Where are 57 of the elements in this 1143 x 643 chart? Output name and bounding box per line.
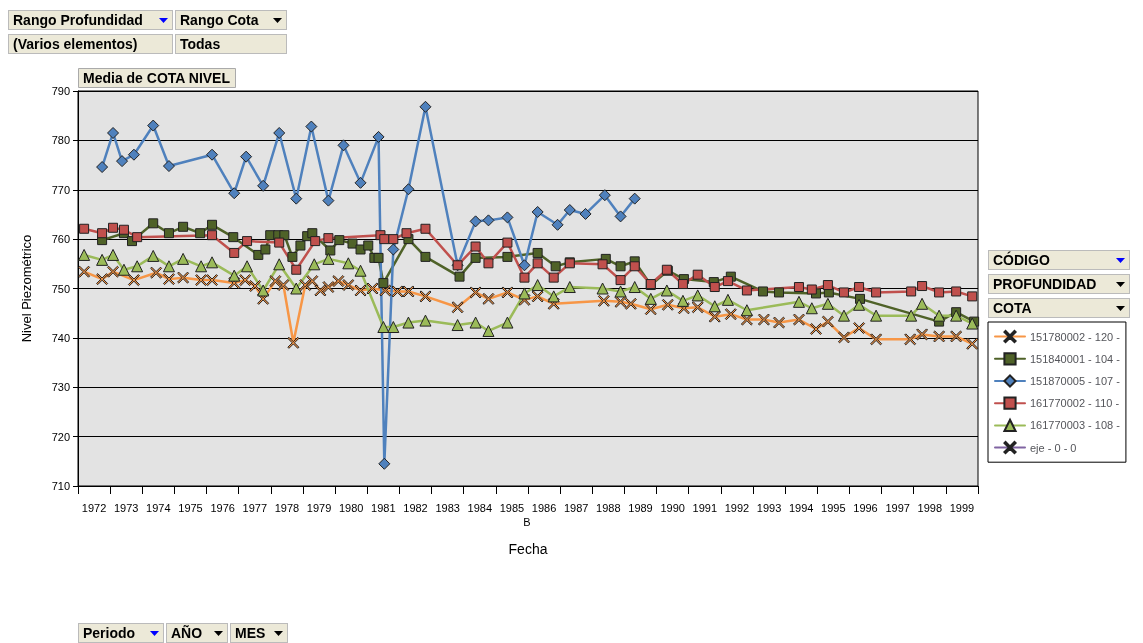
y-tick-label: 710 <box>51 480 70 492</box>
x-tick-label: 1984 <box>467 501 493 514</box>
y-tick-label: 750 <box>51 282 70 295</box>
x-tick-label: 1986 <box>531 501 557 514</box>
text: AÑO <box>171 624 203 642</box>
x-tick-label: 1993 <box>756 501 782 514</box>
x-tick-label: 1991 <box>692 501 718 514</box>
x-tick-label: 1995 <box>821 501 846 514</box>
x-tick-label: 1979 <box>306 501 332 514</box>
legend-label: 161770002 - 110 - <box>1030 397 1120 410</box>
x-tick-label: 1999 <box>949 501 975 514</box>
y-axis-title: Nivel Piezométrico <box>19 234 34 343</box>
text: MES <box>235 624 266 642</box>
legend-label: eje - 0 - 0 <box>1030 441 1077 454</box>
x-tick-label: 1973 <box>113 501 139 514</box>
legend-label: 151870005 - 107 - <box>1030 375 1121 387</box>
chart-title: Media de COTA NIVEL <box>83 70 231 86</box>
text: COTA <box>993 299 1032 317</box>
y-tick-label: 740 <box>51 331 70 344</box>
text: Todas <box>180 35 221 53</box>
x-tick-label: 1972 <box>81 501 107 514</box>
x-tick-label: 1998 <box>917 501 943 514</box>
x-tick-label: 1992 <box>724 501 750 514</box>
x-tick-label: 1982 <box>403 501 428 514</box>
x-tick-label: 1975 <box>178 501 203 514</box>
text: Rango Profundidad <box>13 11 143 29</box>
x-tick-label: 1987 <box>563 501 589 514</box>
x-tick-label: 1985 <box>499 501 525 514</box>
text: Rango Cota <box>180 11 259 29</box>
x-tick-label: 1997 <box>885 501 910 514</box>
text: PROFUNDIDAD <box>993 275 1097 293</box>
x-tick-label: 1981 <box>371 501 396 514</box>
x-tick-label: 1989 <box>628 501 653 514</box>
y-tick-label: 720 <box>51 430 70 443</box>
x-tick-label: 1990 <box>660 501 685 514</box>
x-tick-label: 1996 <box>853 501 878 514</box>
y-tick-label: 780 <box>51 134 70 147</box>
y-tick-label: 730 <box>51 381 70 394</box>
text: CÓDIGO <box>993 251 1050 269</box>
y-tick-label: 760 <box>51 233 70 246</box>
x-tick-label: 1983 <box>435 501 460 514</box>
legend-label: 151780002 - 120 - <box>1030 330 1121 343</box>
x-tick-label: 1978 <box>274 501 300 514</box>
x-tick-label: 1976 <box>210 501 235 514</box>
x-tick-label: 1974 <box>146 501 171 514</box>
x-axis-title: Fecha <box>508 541 548 557</box>
text: B <box>522 516 532 528</box>
text: Periodo <box>83 624 136 642</box>
legend-label: 161770003 - 108 - <box>1030 419 1121 432</box>
x-tick-label: 1980 <box>338 501 364 514</box>
x-tick-label: 1977 <box>242 501 268 514</box>
x-tick-label: 1994 <box>788 501 814 514</box>
legend-label: 151840001 - 104 - <box>1030 352 1121 365</box>
x-tick-label: 1988 <box>596 501 621 514</box>
text: (Varios elementos) <box>13 35 138 53</box>
y-tick-label: 770 <box>51 183 70 196</box>
y-tick-label: 790 <box>51 85 70 97</box>
